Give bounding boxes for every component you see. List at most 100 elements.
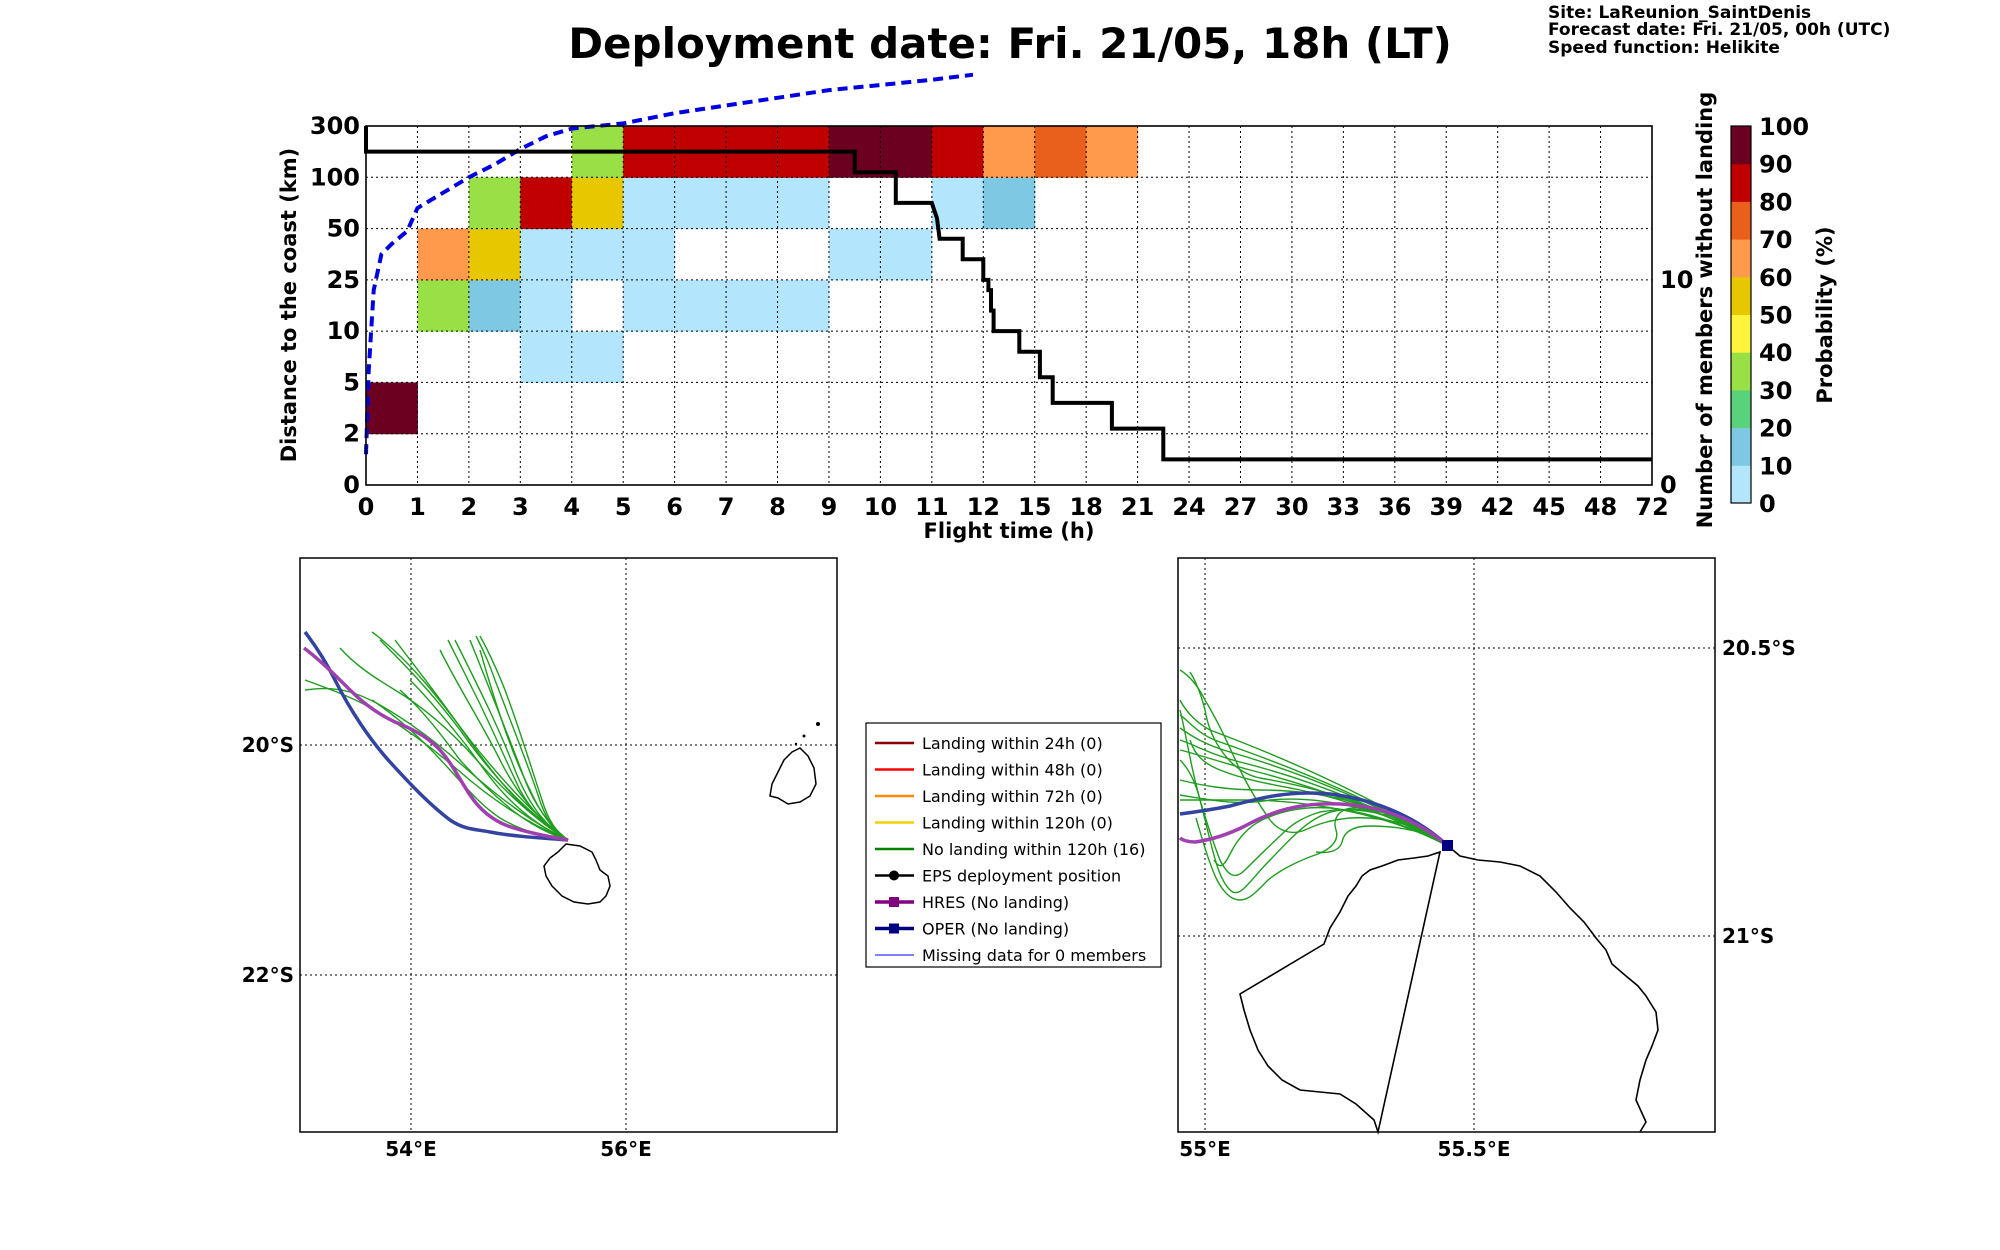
y-tick-2: 2	[343, 420, 360, 448]
heat-cell-3-3	[520, 279, 573, 332]
map-left-graticule	[300, 558, 837, 1132]
heat-cell-5-4	[623, 228, 676, 281]
x-tick-3: 3	[512, 493, 529, 521]
heat-cell-9-4	[828, 228, 881, 281]
colorbar-tick-100: 100	[1759, 113, 1809, 141]
x-tick-5: 5	[615, 493, 632, 521]
y-tick-300: 300	[310, 112, 360, 140]
site-label: Site: LaReunion_SaintDenis	[1548, 3, 1811, 23]
legend-label: Landing within 120h (0)	[922, 814, 1113, 833]
colorbar-bin-6	[1731, 239, 1751, 278]
colorbar-tick-20: 20	[1759, 415, 1792, 443]
colorbar-bin-4	[1731, 314, 1751, 353]
colorbar-bin-3	[1731, 352, 1751, 391]
heat-cell-11-5	[931, 177, 984, 230]
x-tick-1: 1	[409, 493, 426, 521]
y-tick-25: 25	[327, 266, 360, 294]
x-tick-11: 11	[915, 493, 948, 521]
colorbar-tick-40: 40	[1759, 339, 1792, 367]
y-tick-10: 10	[327, 317, 360, 345]
x-tick-48: 48	[1584, 493, 1617, 521]
heat-cell-4-4	[571, 228, 624, 281]
heat-cell-3-5	[520, 177, 573, 230]
x-tick-27: 27	[1224, 493, 1257, 521]
legend-swatch-square	[889, 897, 899, 907]
y2-axis-label: Number of members without landing	[1693, 92, 1717, 529]
heatmap-frame	[365, 125, 1653, 486]
legend-item-3: Landing within 120h (0)	[875, 814, 1113, 833]
heat-cell-3-4	[520, 228, 573, 281]
x-tick-10: 10	[864, 493, 897, 521]
heat-cell-1-4	[417, 228, 470, 281]
y2-tick-10: 10	[1660, 266, 1693, 294]
legend-swatch-square	[889, 923, 899, 934]
heat-cell-0-1	[366, 382, 418, 435]
legend-item-2: Landing within 72h (0)	[875, 787, 1103, 806]
map-left-lat-20: 20°S	[242, 733, 294, 757]
colorbar-bin-8	[1731, 163, 1751, 202]
legend-item-0: Landing within 24h (0)	[875, 734, 1103, 753]
legend-label: Landing within 72h (0)	[922, 787, 1103, 806]
colorbar-bin-0	[1731, 465, 1751, 504]
x-tick-36: 36	[1378, 493, 1411, 521]
chart-title: Deployment date: Fri. 21/05, 18h (LT)	[568, 19, 1452, 68]
heat-cell-6-3	[674, 279, 727, 332]
y-tick-50: 50	[327, 215, 360, 243]
y-axis-label: Distance to the coast (km)	[277, 148, 301, 463]
legend-item-6: HRES (No landing)	[875, 893, 1069, 912]
deployment-position-marker	[1442, 840, 1453, 851]
legend-label: Landing within 48h (0)	[922, 761, 1103, 780]
legend-label: EPS deployment position	[922, 867, 1121, 886]
heat-cell-4-5	[571, 177, 624, 230]
colorbar-tick-60: 60	[1759, 264, 1792, 292]
x-tick-18: 18	[1069, 493, 1102, 521]
colorbar-bin-9	[1731, 126, 1751, 165]
colorbar-tick-0: 0	[1759, 490, 1776, 518]
legend-item-4: No landing within 120h (16)	[875, 840, 1145, 859]
heat-cell-10-4	[880, 228, 933, 281]
y-tick-0: 0	[343, 471, 360, 499]
heat-cell-10-6	[880, 126, 933, 178]
colorbar-bin-2	[1731, 389, 1751, 429]
x-tick-12: 12	[967, 493, 1000, 521]
legend-label: Missing data for 0 members	[922, 946, 1146, 965]
heat-cell-7-3	[726, 279, 779, 332]
x-tick-45: 45	[1532, 493, 1565, 521]
heat-cell-5-5	[623, 177, 676, 230]
x-tick-39: 39	[1430, 493, 1463, 521]
map-right: 55°E 55.5°E 20.5°S 21°S	[1177, 557, 1796, 1161]
x-tick-4: 4	[563, 493, 580, 521]
forecast-label: Forecast date: Fri. 21/05, 00h (UTC)	[1548, 20, 1890, 40]
mauritius-islets	[794, 722, 820, 746]
heat-cell-7-5	[726, 177, 779, 230]
x-tick-0: 0	[358, 493, 375, 521]
legend-item-5: EPS deployment position	[875, 867, 1121, 886]
x-tick-labels: 0 1 2 3 4 5 6 7 8 9 10 11 12 15 18 21 24 27 30 33 36 39 42 45 48…	[358, 493, 1669, 521]
map-right-lon-555: 55.5°E	[1437, 1137, 1510, 1161]
heat-cell-12-5	[983, 177, 1036, 230]
legend-label: Landing within 24h (0)	[922, 734, 1103, 753]
heat-cell-3-2	[520, 331, 573, 383]
hres-trajectory-left	[302, 646, 569, 842]
x-tick-6: 6	[666, 493, 683, 521]
colorbar-label: Probability (%)	[1813, 226, 1837, 403]
mean-distance-curve	[364, 72, 974, 455]
colorbar-bin-1	[1731, 427, 1751, 466]
heat-cell-8-3	[777, 279, 830, 332]
y-tick-5: 5	[343, 368, 360, 396]
legend-label: OPER (No landing)	[922, 920, 1069, 939]
map-left-lat-22: 22°S	[242, 963, 294, 987]
colorbar-frame	[1730, 125, 1752, 504]
heatmap-cells	[366, 126, 1139, 435]
colorbar-tick-80: 80	[1759, 188, 1792, 216]
members-without-landing-line	[364, 126, 1652, 462]
map-right-graticule	[1178, 558, 1715, 1132]
heat-cell-2-4	[468, 228, 521, 281]
map-left-lon-54: 54°E	[385, 1137, 437, 1161]
map-right-lat-205: 20.5°S	[1722, 636, 1796, 660]
colorbar-tick-30: 30	[1759, 377, 1792, 405]
heat-cell-14-6	[1086, 126, 1139, 178]
legend-item-1: Landing within 48h (0)	[875, 761, 1103, 780]
